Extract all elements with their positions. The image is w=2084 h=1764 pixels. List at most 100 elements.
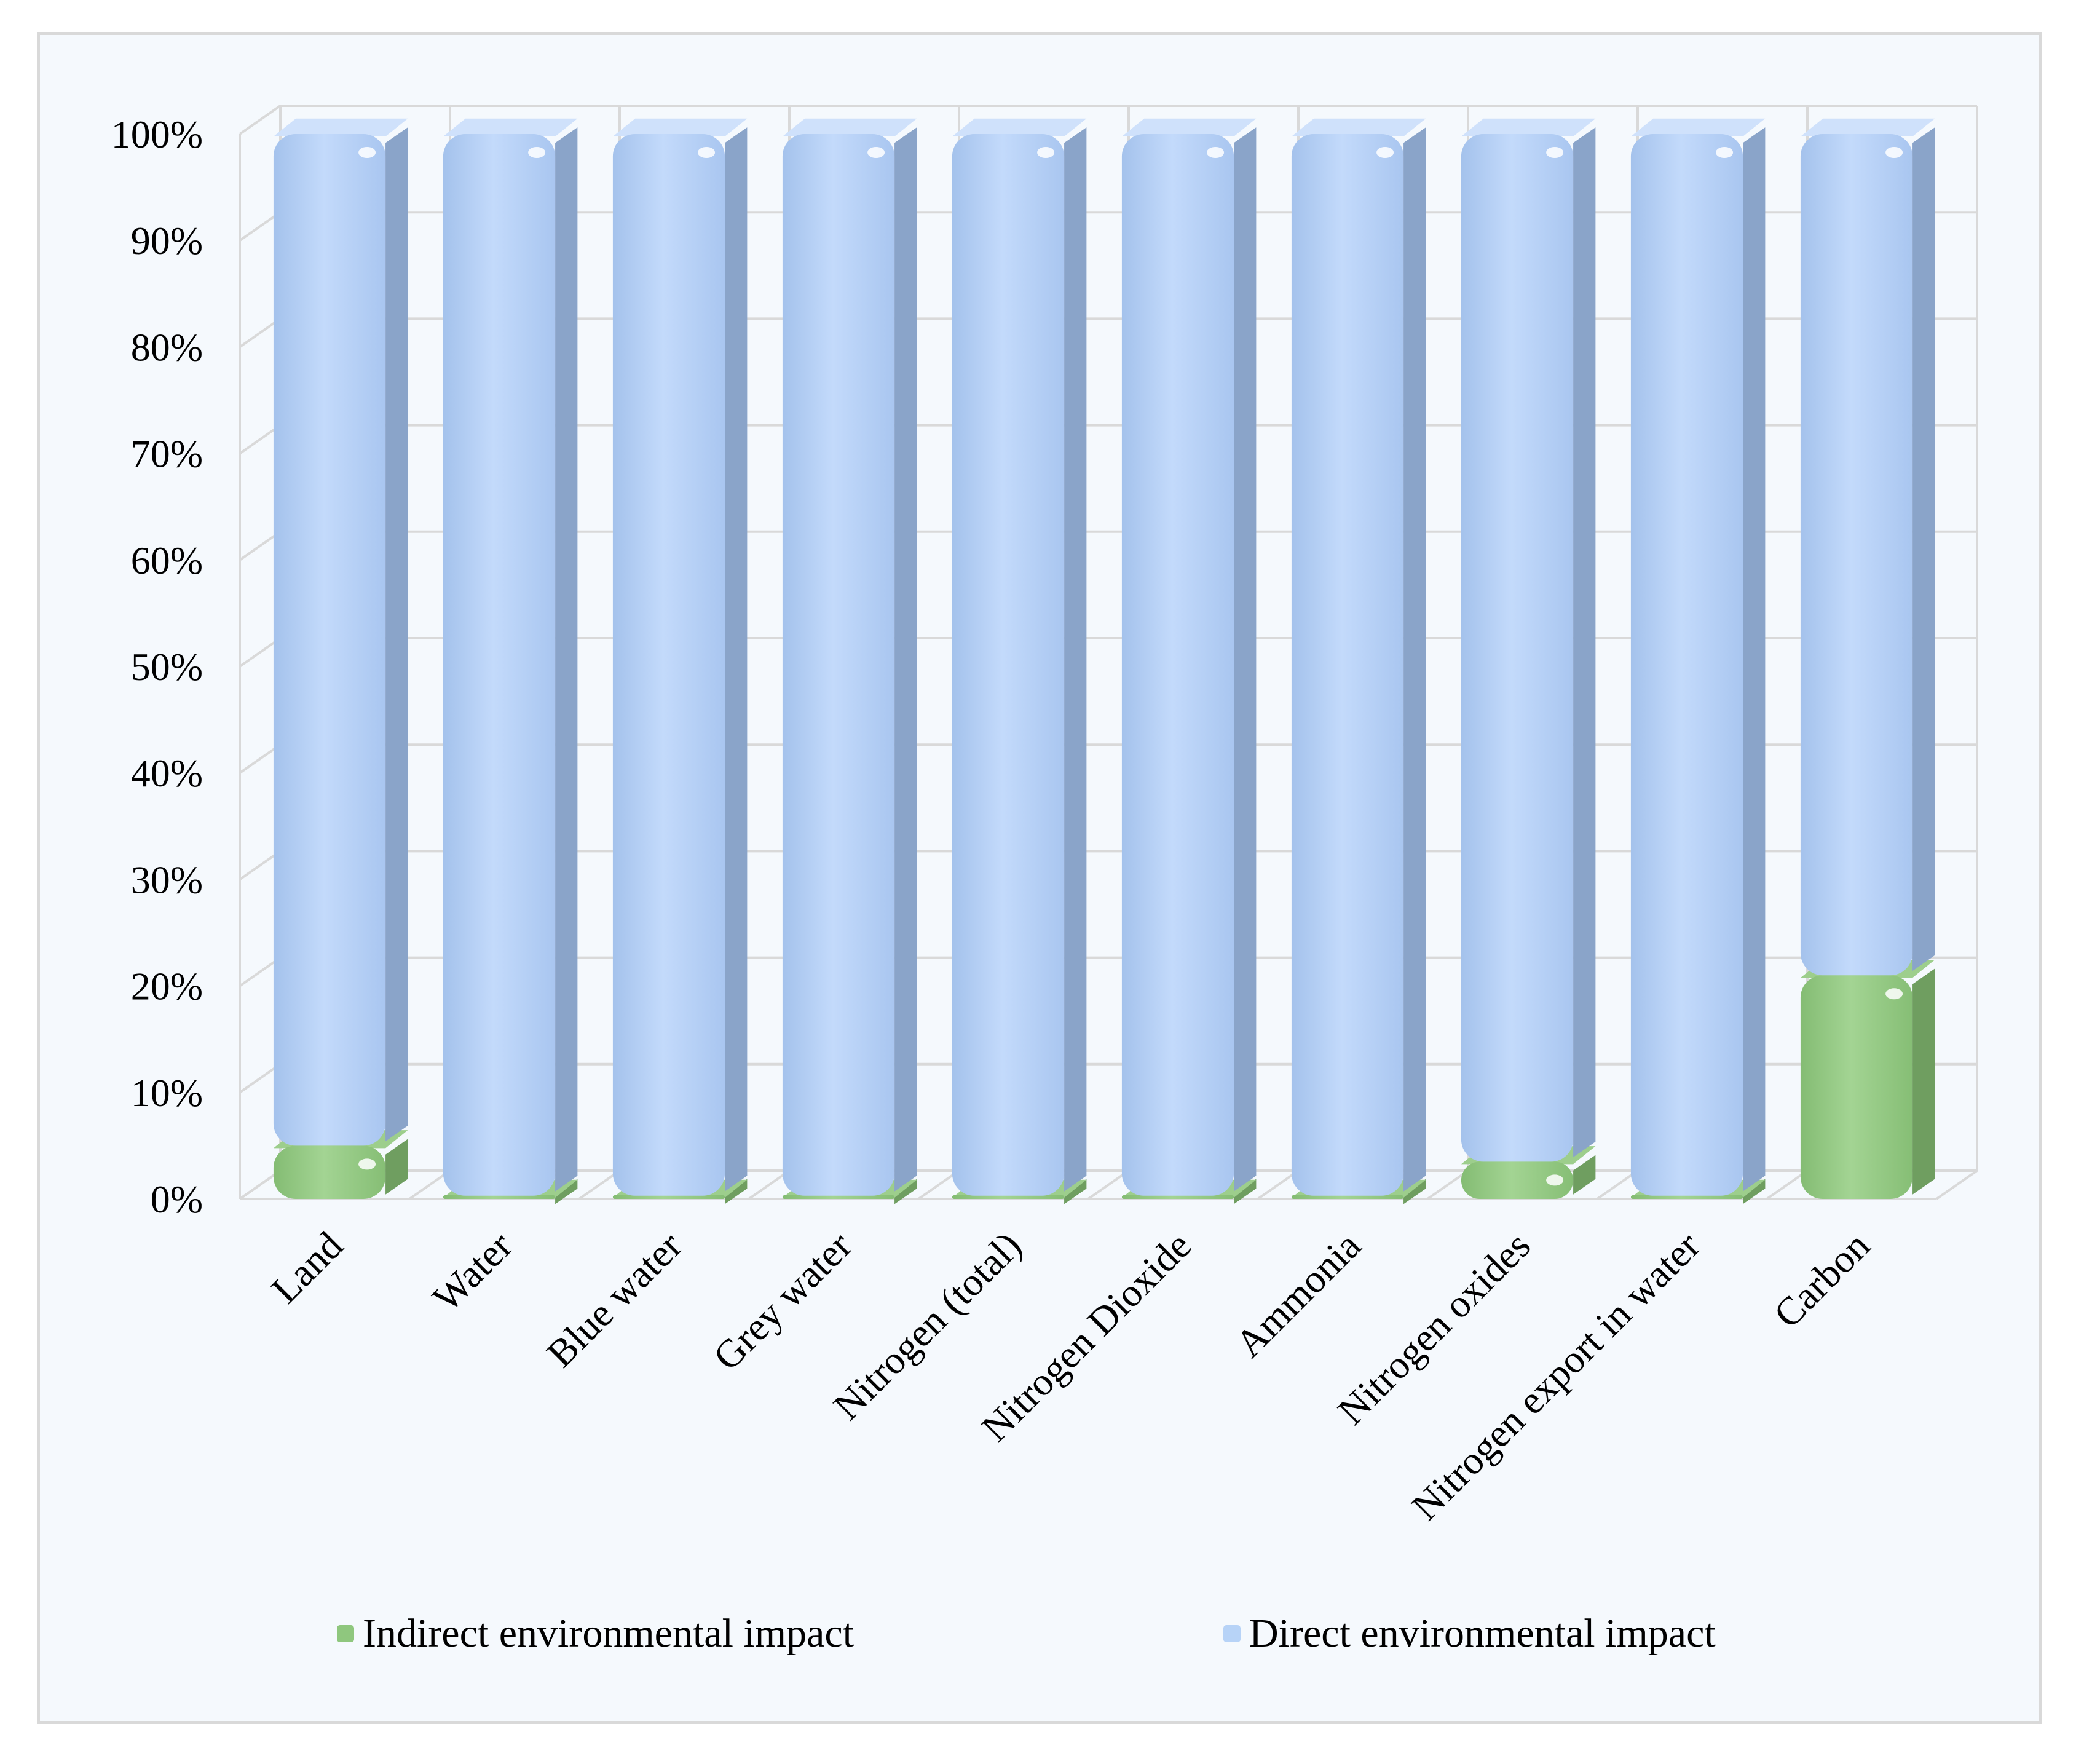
bar-front-face	[1800, 975, 1913, 1199]
bar-direct-9	[1800, 118, 1935, 976]
bar-highlight	[698, 147, 716, 158]
bar-side-face	[1403, 1179, 1426, 1204]
legend-item-indirect: Indirect environmental impact	[337, 1606, 854, 1661]
bar-front-face	[1630, 1195, 1743, 1199]
bar-front-face	[1461, 1161, 1574, 1199]
floor-tick	[578, 1169, 621, 1200]
bar-front-face	[1121, 1195, 1234, 1199]
y-tick-label: 20%	[131, 965, 203, 1008]
bar-highlight	[358, 1158, 376, 1170]
bar-highlight	[1885, 988, 1903, 1000]
bar-top-face	[273, 118, 408, 136]
bar-top-face	[782, 118, 917, 136]
bar-direct-5	[1121, 118, 1257, 1196]
bar-highlight	[1546, 147, 1564, 158]
bar-side-face	[1573, 1155, 1596, 1195]
category-label: Grey water	[705, 1224, 860, 1378]
y-tick-label: 30%	[131, 858, 203, 901]
bar-front-face	[782, 134, 895, 1196]
bar-side-face	[725, 1179, 748, 1204]
floor-tick	[1935, 1169, 1978, 1200]
y-tick-label: 100%	[111, 113, 203, 156]
bar-front-face	[612, 134, 725, 1196]
bar-highlight	[358, 147, 376, 158]
bar-side-face	[1743, 127, 1766, 1192]
bar-side-face	[1064, 1179, 1087, 1204]
bar-side-face	[1064, 127, 1087, 1192]
y-axis: 0% 10% 20% 30% 40% 50% 60% 70% 80% 90% 100%	[111, 113, 203, 1221]
bar-side-face	[1743, 1179, 1766, 1204]
bar-side-face	[1912, 968, 1935, 1195]
bar-front-face	[1121, 134, 1234, 1196]
bar-side-face	[894, 127, 917, 1192]
bar-front-face	[1800, 134, 1913, 976]
bar-side-face	[385, 127, 408, 1142]
bar-highlight	[867, 147, 885, 158]
bar-direct-4	[952, 118, 1087, 1196]
y-tick-label: 70%	[131, 432, 203, 476]
floor-tick	[1087, 1169, 1130, 1200]
bar-side-face	[1573, 127, 1596, 1158]
bar-front-face	[952, 1195, 1065, 1199]
y-tick-label: 10%	[131, 1071, 203, 1115]
legend-label-indirect: Indirect environmental impact	[363, 1611, 855, 1656]
bar-highlight	[1885, 147, 1903, 158]
bar-side-face	[1234, 1179, 1257, 1204]
bar-top-face	[1630, 118, 1766, 136]
bar-direct-1	[443, 118, 578, 1196]
bar-highlight	[1376, 147, 1394, 158]
bar-highlight	[1037, 147, 1055, 158]
bar-front-face	[273, 134, 386, 1146]
bar-side-face	[1912, 127, 1935, 971]
bar-front-face	[952, 134, 1065, 1196]
bar-top-face	[1461, 118, 1596, 136]
category-label: Nitrogen export in water	[1403, 1224, 1708, 1529]
y-tick-label: 90%	[131, 219, 203, 263]
legend-item-direct: Direct environmental impact	[1223, 1606, 1716, 1661]
bar-direct-8	[1630, 118, 1766, 1196]
category-label: Blue water	[539, 1224, 690, 1375]
y-tick-label: 50%	[131, 645, 203, 689]
floor-tick	[1596, 1169, 1639, 1200]
legend-swatch-indirect	[337, 1625, 354, 1642]
bar-top-face	[1121, 118, 1257, 136]
bar-front-face	[443, 134, 556, 1196]
bar-front-face	[273, 1145, 386, 1199]
bar-side-face	[1403, 127, 1426, 1192]
bar-indirect-9	[1800, 959, 1935, 1199]
bar-front-face	[1291, 1195, 1404, 1199]
y-tick-label: 60%	[131, 539, 203, 582]
bar-direct-0	[273, 118, 408, 1146]
y-tick-label: 0%	[151, 1177, 203, 1221]
bar-direct-3	[782, 118, 917, 1196]
bar-highlight	[1716, 147, 1734, 158]
legend: Indirect environmental impact Direct env…	[0, 1606, 2084, 1661]
bar-front-face	[1630, 134, 1743, 1196]
category-label: Carbon	[1766, 1224, 1878, 1336]
floor-tick	[1257, 1169, 1300, 1200]
bar-highlight	[1207, 147, 1225, 158]
bar-front-face	[443, 1195, 556, 1199]
bar-front-face	[1291, 134, 1404, 1196]
category-label: Water	[424, 1224, 521, 1320]
bar-top-face	[1291, 118, 1426, 136]
bar-direct-7	[1461, 118, 1596, 1162]
bar-top-face	[952, 118, 1087, 136]
floor-tick	[408, 1169, 451, 1200]
gridline-depth	[239, 105, 282, 135]
bar-side-face	[1234, 127, 1257, 1192]
bar-highlight	[528, 147, 546, 158]
bar-side-face	[555, 127, 578, 1192]
legend-swatch-direct	[1223, 1625, 1241, 1642]
bar-side-face	[894, 1179, 917, 1204]
bar-front-face	[612, 1195, 725, 1199]
bars-layer	[273, 118, 1935, 1204]
floor-tick	[1426, 1169, 1469, 1200]
bar-front-face	[782, 1195, 895, 1199]
category-label: Ammonia	[1227, 1224, 1369, 1366]
bar-highlight	[1546, 1174, 1564, 1186]
floor-tick	[917, 1169, 960, 1200]
y-tick-label: 40%	[131, 751, 203, 795]
